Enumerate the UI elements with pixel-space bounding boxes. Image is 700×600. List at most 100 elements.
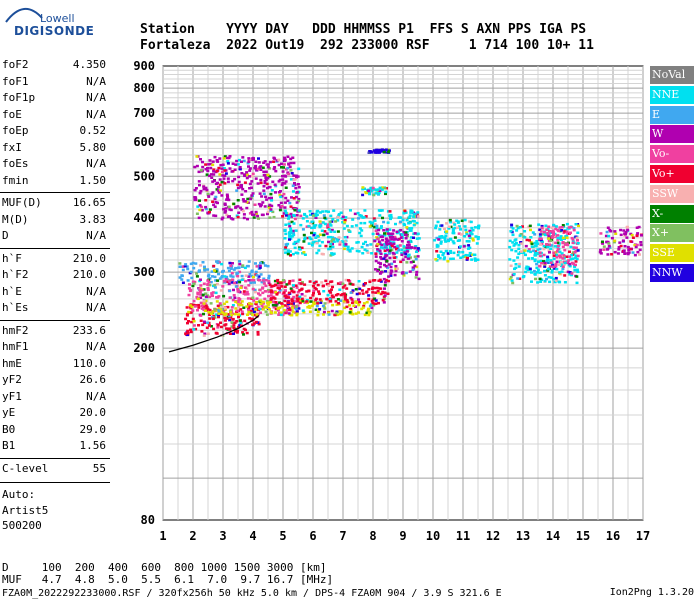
echo-point (277, 163, 281, 167)
echo-point (388, 256, 392, 260)
echo-point (215, 268, 219, 271)
echo-point (372, 304, 376, 307)
echo-point (374, 302, 378, 305)
echo-point (570, 273, 573, 277)
echo-point (327, 228, 331, 231)
param-value: 3.83 (79, 212, 107, 226)
param-row: hmE 110.0 (2, 357, 108, 373)
echo-point (223, 306, 227, 310)
echo-point (276, 284, 280, 287)
echo-point (186, 333, 189, 337)
echo-point (314, 224, 318, 227)
echo-point (384, 270, 387, 273)
echo-point (238, 324, 242, 327)
echo-point (514, 263, 518, 266)
echo-point (444, 240, 448, 243)
echo-point (363, 313, 367, 317)
echo-point (307, 289, 311, 293)
echo-point (251, 192, 255, 195)
echo-point (380, 243, 384, 247)
echo-point (366, 309, 370, 312)
echo-point (412, 236, 415, 239)
echo-point (571, 238, 575, 241)
echo-point (555, 253, 558, 257)
echo-point (218, 183, 222, 187)
echo-point (260, 195, 264, 198)
echo-point (466, 256, 469, 260)
param-name: B0 (2, 422, 16, 436)
echo-point (258, 192, 262, 195)
echo-point (290, 289, 294, 293)
echo-point (316, 302, 320, 305)
echo-point (283, 289, 287, 292)
echo-point (370, 287, 374, 291)
echo-point (526, 249, 530, 253)
echo-point (286, 293, 290, 297)
echo-point (226, 278, 230, 281)
echo-point (288, 225, 292, 228)
echo-point (214, 291, 218, 295)
echo-point (551, 265, 555, 268)
echo-point (194, 262, 198, 265)
echo-point (213, 269, 216, 272)
echo-point (212, 327, 216, 331)
echo-point (318, 225, 322, 229)
echo-point (633, 253, 637, 257)
echo-point (279, 201, 283, 205)
echo-point (536, 242, 540, 245)
echo-point (318, 308, 322, 311)
echo-point (226, 313, 230, 316)
param-value: N/A (86, 157, 106, 170)
echo-point (336, 298, 340, 301)
echo-point (368, 280, 372, 284)
echo-point (285, 295, 289, 299)
param-row: D N/A (2, 229, 108, 245)
echo-point (247, 279, 251, 282)
echo-point (292, 174, 296, 177)
echo-point (388, 249, 392, 252)
echo-point (217, 295, 221, 298)
echo-point (377, 228, 381, 232)
echo-point (312, 282, 316, 285)
echo-point (373, 223, 377, 226)
echo-point (284, 186, 288, 189)
echo-point (457, 251, 461, 254)
echo-point (291, 279, 295, 282)
echo-point (257, 202, 261, 206)
echo-point (294, 229, 298, 232)
echo-point (530, 245, 534, 248)
echo-point (219, 325, 223, 329)
echo-point (356, 211, 360, 215)
echo-point (196, 309, 199, 312)
echo-point (206, 307, 210, 311)
echo-point (233, 168, 237, 171)
echo-point (292, 290, 296, 294)
echo-point (310, 226, 314, 230)
echo-point (217, 315, 220, 319)
echo-point (205, 306, 209, 309)
echo-point (475, 242, 479, 245)
echo-point (552, 251, 556, 254)
echo-point (211, 160, 215, 163)
echo-point (272, 215, 276, 219)
echo-point (385, 259, 389, 263)
echo-point (247, 165, 250, 168)
echo-point (193, 188, 197, 192)
echo-point (345, 224, 349, 228)
echo-point (247, 157, 251, 160)
echo-point (452, 231, 456, 235)
x-tick-label: 4 (249, 529, 256, 543)
echo-point (252, 275, 255, 279)
echo-point (267, 274, 271, 278)
echo-point (206, 288, 210, 291)
echo-point (400, 253, 404, 256)
echo-point (388, 240, 392, 243)
echo-point (619, 233, 623, 237)
echo-point (362, 284, 366, 287)
echo-point (279, 313, 283, 317)
echo-point (296, 252, 300, 255)
echo-point (234, 300, 238, 304)
echo-point (215, 300, 219, 303)
echo-point (566, 232, 570, 235)
echo-point (534, 254, 537, 257)
